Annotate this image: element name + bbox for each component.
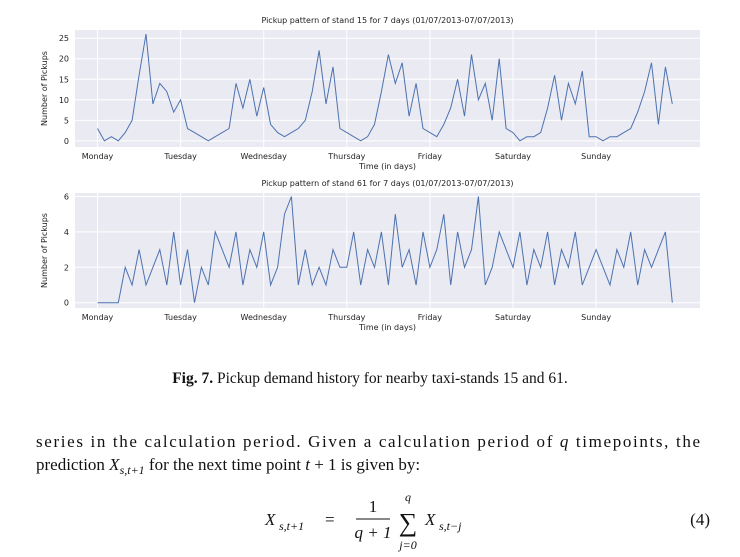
paragraph-line: series in the calculation period. Given … [36,432,700,451]
x-tick-label: Monday [82,313,114,322]
math: q [560,432,569,451]
eq-lhs: X [264,510,276,529]
math: X [108,455,120,474]
y-tick-label: 15 [59,75,69,84]
plot-area [75,193,700,308]
text: prediction [36,455,109,474]
x-tick-label: Thursday [327,313,365,322]
y-tick-label: 2 [64,263,69,272]
text: + 1 is given by: [310,455,420,474]
eq-sum-bottom: j=0 [397,538,416,552]
y-tick-label: 0 [64,137,69,146]
caption-body: Pickup demand history for nearby taxi-st… [213,370,568,387]
text: for the next time point [145,455,306,474]
y-tick-label: 5 [64,116,69,125]
y-tick-label: 10 [59,96,69,105]
eq-denominator: q + 1 [355,523,392,542]
y-tick-label: 20 [59,55,69,64]
eq-sum-top: q [405,490,411,504]
y-tick-label: 25 [59,34,69,43]
eq-number: (4) [690,510,710,529]
math-sub: s,t+1 [120,463,145,477]
text: series in the calculation period. Given … [36,432,558,451]
chart-title: Pickup pattern of stand 61 for 7 days (0… [261,179,513,188]
x-tick-label: Saturday [495,152,531,161]
x-axis-label: Time (in days) [358,323,416,332]
chart-title: Pickup pattern of stand 15 for 7 days (0… [261,16,513,25]
y-tick-label: 0 [64,299,69,308]
text: timepoints, the [570,432,700,451]
y-axis-label: Number of Pickups [40,213,49,288]
chart: Pickup pattern of stand 15 for 7 days (0… [40,16,700,171]
caption-label: Fig. 7. [172,370,213,387]
math: t [305,455,311,474]
x-axis-label: Time (in days) [358,162,416,171]
x-tick-label: Wednesday [241,152,288,161]
paragraph: series in the calculation period. Given … [36,432,700,477]
paragraph-line: prediction Xs,t+1 for the next time poin… [36,455,420,477]
eq-term-sub: s,t−j [439,519,462,533]
eq-numerator: 1 [369,497,378,516]
eq-lhs-sub: s,t+1 [279,519,304,533]
equation: X s,t+1 = 1 q + 1 ∑ q j=0 X s,t−j (4) [264,490,710,552]
x-tick-label: Monday [82,152,114,161]
x-tick-label: Saturday [495,313,531,322]
plot-area [75,30,700,147]
x-tick-label: Wednesday [241,313,288,322]
x-tick-label: Sunday [581,152,611,161]
y-tick-label: 4 [64,228,69,237]
y-tick-label: 6 [64,193,69,202]
x-tick-label: Tuesday [163,152,197,161]
chart: Pickup pattern of stand 61 for 7 days (0… [40,179,700,332]
x-tick-label: Friday [418,313,443,322]
x-tick-label: Thursday [327,152,365,161]
x-tick-label: Friday [418,152,443,161]
x-tick-label: Tuesday [163,313,197,322]
data-line [97,196,673,304]
data-line [97,34,673,142]
eq-sum: ∑ [399,508,418,537]
caption-text: Fig. 7. Pickup demand history for nearby… [172,370,568,387]
x-tick-label: Sunday [581,313,611,322]
y-axis-label: Number of Pickups [40,51,49,126]
eq-equals: = [325,510,335,529]
caption: Fig. 7. Pickup demand history for nearby… [172,370,568,387]
eq-term: X [424,510,436,529]
